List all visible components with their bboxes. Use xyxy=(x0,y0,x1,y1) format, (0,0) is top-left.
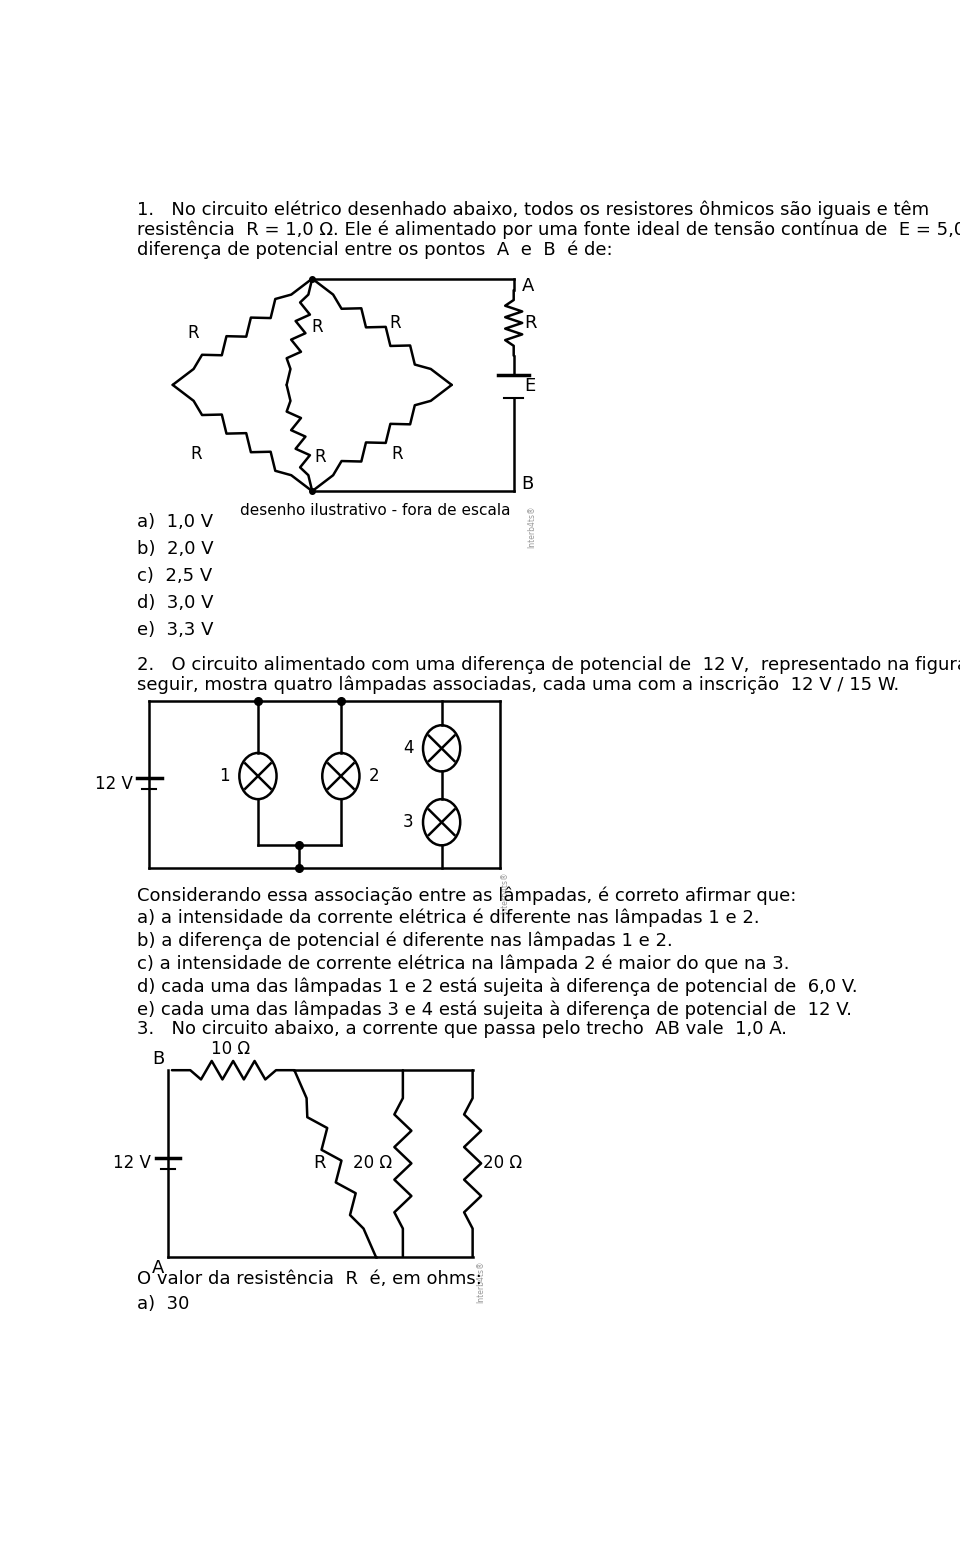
Text: diferença de potencial entre os pontos  A  e  B  é de:: diferença de potencial entre os pontos A… xyxy=(137,241,612,259)
Text: A: A xyxy=(521,278,534,295)
Text: a)  1,0 V: a) 1,0 V xyxy=(137,514,213,531)
Text: 1.   No circuito elétrico desenhado abaixo, todos os resistores ôhmicos são igua: 1. No circuito elétrico desenhado abaixo… xyxy=(137,200,929,219)
Text: 20 Ω: 20 Ω xyxy=(353,1155,392,1172)
Text: d)  3,0 V: d) 3,0 V xyxy=(137,594,213,613)
Text: c) a intensidade de corrente elétrica na lâmpada 2 é maior do que na 3.: c) a intensidade de corrente elétrica na… xyxy=(137,954,789,973)
Text: 4: 4 xyxy=(403,739,414,757)
Text: A: A xyxy=(152,1259,164,1277)
Text: 3.   No circuito abaixo, a corrente que passa pelo trecho  AB vale  1,0 A.: 3. No circuito abaixo, a corrente que pa… xyxy=(137,1020,787,1038)
Text: B: B xyxy=(152,1049,164,1068)
Text: 12 V: 12 V xyxy=(113,1155,151,1172)
Text: B: B xyxy=(521,475,534,492)
Text: R: R xyxy=(312,318,324,337)
Text: e)  3,3 V: e) 3,3 V xyxy=(137,621,213,639)
Text: 10 Ω: 10 Ω xyxy=(211,1040,251,1058)
Text: R: R xyxy=(188,323,200,341)
Text: 2: 2 xyxy=(369,767,379,785)
Text: 20 Ω: 20 Ω xyxy=(484,1155,522,1172)
Text: R: R xyxy=(313,1155,325,1172)
Text: R: R xyxy=(524,314,537,332)
Text: Interb4ts®: Interb4ts® xyxy=(500,872,509,914)
Text: 12 V: 12 V xyxy=(94,774,132,793)
Text: e) cada uma das lâmpadas 3 e 4 está sujeita à diferença de potencial de  12 V.: e) cada uma das lâmpadas 3 e 4 está suje… xyxy=(137,1001,852,1020)
Text: R: R xyxy=(392,445,403,462)
Text: d) cada uma das lâmpadas 1 e 2 está sujeita à diferença de potencial de  6,0 V.: d) cada uma das lâmpadas 1 e 2 está suje… xyxy=(137,978,857,996)
Text: resistência  R = 1,0 Ω. Ele é alimentado por uma fonte ideal de tensão contínua : resistência R = 1,0 Ω. Ele é alimentado … xyxy=(137,220,960,239)
Text: R: R xyxy=(314,449,325,466)
Text: O valor da resistência  R  é, em ohms:: O valor da resistência R é, em ohms: xyxy=(137,1271,482,1288)
Text: 1: 1 xyxy=(220,767,230,785)
Text: a) a intensidade da corrente elétrica é diferente nas lâmpadas 1 e 2.: a) a intensidade da corrente elétrica é … xyxy=(137,908,759,927)
Text: desenho ilustrativo - fora de escala: desenho ilustrativo - fora de escala xyxy=(240,503,511,518)
Text: 2.   O circuito alimentado com uma diferença de potencial de  12 V,  representad: 2. O circuito alimentado com uma diferen… xyxy=(137,656,960,674)
Text: E: E xyxy=(524,377,536,396)
Text: Interb4ts®: Interb4ts® xyxy=(528,506,537,548)
Text: b) a diferença de potencial é diferente nas lâmpadas 1 e 2.: b) a diferença de potencial é diferente … xyxy=(137,931,673,950)
Text: R: R xyxy=(390,315,401,332)
Text: c)  2,5 V: c) 2,5 V xyxy=(137,568,212,585)
Text: b)  2,0 V: b) 2,0 V xyxy=(137,540,214,559)
Text: a)  30: a) 30 xyxy=(137,1294,189,1313)
Text: Considerando essa associação entre as lâmpadas, é correto afirmar que:: Considerando essa associação entre as lâ… xyxy=(137,886,797,905)
Text: seguir, mostra quatro lâmpadas associadas, cada uma com a inscrição  12 V / 15 W: seguir, mostra quatro lâmpadas associada… xyxy=(137,677,900,694)
Text: R: R xyxy=(190,445,202,462)
Text: 3: 3 xyxy=(403,813,414,832)
Text: Interb4ts®: Interb4ts® xyxy=(476,1260,486,1302)
